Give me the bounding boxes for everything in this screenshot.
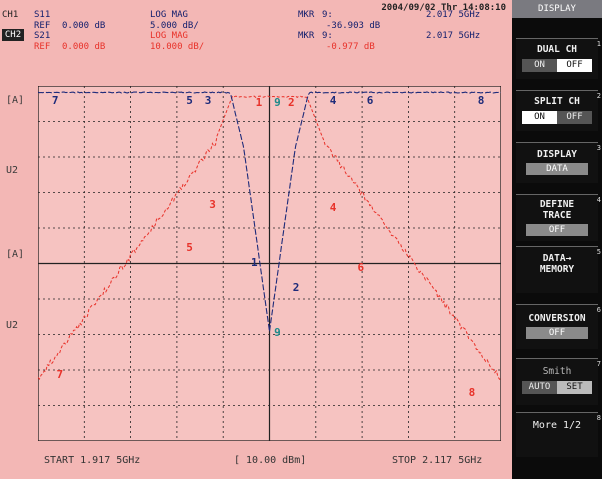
start-freq: START 1.917 5GHz bbox=[44, 455, 140, 466]
split-ch-toggle[interactable]: ON OFF bbox=[522, 111, 592, 124]
softkey-panel: DISPLAY 1 DUAL CH ON OFF 2 SPLIT CH ON O… bbox=[512, 0, 602, 479]
scale-label-a2: [A] bbox=[6, 249, 24, 260]
data-memory-key[interactable]: 5 DATA→ MEMORY bbox=[516, 246, 598, 293]
ch1-param: S11 bbox=[34, 10, 50, 21]
conversion-key[interactable]: 6 CONVERSION OFF bbox=[516, 304, 598, 349]
conversion-label: CONVERSION bbox=[516, 313, 598, 324]
more-label: More 1/2 bbox=[516, 420, 598, 431]
ch1-format: LOG MAG bbox=[150, 10, 188, 21]
define-trace-value: OFF bbox=[526, 224, 588, 236]
trace-plot[interactable]: 7 5 3 1 9 2 4 6 8531924678 bbox=[38, 86, 501, 441]
trace-marker: 6 bbox=[367, 94, 374, 107]
analyzer-screen: 2004/09/02 Thr 14:08:10 CH1 S11 LOG MAG … bbox=[0, 0, 512, 479]
smith-label: Smith bbox=[516, 366, 598, 377]
scale-label-a1: [A] bbox=[6, 95, 24, 106]
dual-ch-label: DUAL CH bbox=[516, 44, 598, 55]
ch2-format: LOG MAG bbox=[150, 31, 188, 42]
display-value: DATA bbox=[526, 163, 588, 175]
trace-marker: 3 bbox=[209, 198, 216, 211]
stop-freq: STOP 2.117 5GHz bbox=[392, 455, 482, 466]
split-ch-off[interactable]: OFF bbox=[557, 111, 592, 124]
trace-marker: 6 bbox=[358, 261, 365, 274]
trace-marker: 9 bbox=[274, 96, 281, 109]
split-ch-key[interactable]: 2 SPLIT CH ON OFF bbox=[516, 90, 598, 131]
trace-marker: 7 bbox=[57, 368, 64, 381]
trace-marker: 8 bbox=[478, 94, 485, 107]
ch1-mkr: MKR bbox=[298, 10, 314, 21]
split-ch-label: SPLIT CH bbox=[516, 96, 598, 107]
define-trace-label: DEFINE TRACE bbox=[529, 199, 585, 221]
display-label: DISPLAY bbox=[516, 149, 598, 160]
trace-marker: 5 bbox=[186, 241, 193, 254]
dual-ch-off[interactable]: OFF bbox=[557, 59, 592, 72]
trace-marker: 2 bbox=[288, 96, 295, 109]
footer: START 1.917 5GHz [ 10.00 dBm] STOP 2.117… bbox=[0, 452, 512, 472]
more-key[interactable]: 8 More 1/2 bbox=[516, 412, 598, 457]
ch1-mkr-num: 9: bbox=[322, 10, 333, 21]
data-memory-label: DATA→ MEMORY bbox=[532, 253, 582, 275]
ch1-mkr-val: -36.903 dB bbox=[326, 21, 380, 32]
bottom-strip bbox=[0, 470, 512, 479]
smith-toggle[interactable]: AUTO SET bbox=[522, 381, 592, 394]
ch2-param: S21 bbox=[34, 31, 50, 42]
trace-marker: 1 bbox=[256, 96, 263, 109]
trace-marker: 9 bbox=[274, 326, 281, 339]
ch2-mkr-num: 9: bbox=[322, 31, 333, 42]
display-key[interactable]: 3 DISPLAY DATA bbox=[516, 142, 598, 183]
ch1-ref-val: 0.000 dB bbox=[62, 21, 105, 32]
menu-title: DISPLAY bbox=[512, 0, 602, 18]
trace-marker: 3 bbox=[205, 94, 212, 107]
ch2-ref-val: 0.000 dB bbox=[62, 42, 105, 53]
smith-set[interactable]: SET bbox=[557, 381, 592, 394]
define-trace-key[interactable]: 4 DEFINE TRACE OFF bbox=[516, 194, 598, 241]
conversion-value: OFF bbox=[526, 327, 588, 339]
ch1-mkr-freq: 2.017 5GHz bbox=[426, 10, 480, 21]
split-ch-on[interactable]: ON bbox=[522, 111, 557, 124]
trace-marker: 4 bbox=[330, 94, 337, 107]
trace-marker: 2 bbox=[293, 281, 300, 294]
trace-marker: 7 bbox=[52, 94, 59, 107]
trace-marker: 8 bbox=[469, 386, 476, 399]
ch2-scale: 10.000 dB/ bbox=[150, 42, 204, 53]
ch2-ref: REF bbox=[34, 42, 50, 53]
ch1-label: CH1 bbox=[2, 10, 18, 21]
smith-key[interactable]: 7 Smith AUTO SET bbox=[516, 358, 598, 405]
dual-ch-key[interactable]: 1 DUAL CH ON OFF bbox=[516, 38, 598, 79]
trace-marker: 4 bbox=[330, 201, 337, 214]
ch2-mkr: MKR bbox=[298, 31, 314, 42]
trace-marker: 5 bbox=[186, 94, 193, 107]
smith-auto[interactable]: AUTO bbox=[522, 381, 557, 394]
ch2-mkr-val: -0.977 dB bbox=[326, 42, 375, 53]
trace-marker: 1 bbox=[251, 256, 258, 269]
source-power: [ 10.00 dBm] bbox=[234, 455, 306, 466]
scale-label-u2a: U2 bbox=[6, 165, 18, 176]
ch2-mkr-freq: 2.017 5GHz bbox=[426, 31, 480, 42]
scale-label-u2b: U2 bbox=[6, 320, 18, 331]
ch2-indicator[interactable]: CH2 bbox=[2, 29, 24, 41]
dual-ch-on[interactable]: ON bbox=[522, 59, 557, 72]
dual-ch-toggle[interactable]: ON OFF bbox=[522, 59, 592, 72]
